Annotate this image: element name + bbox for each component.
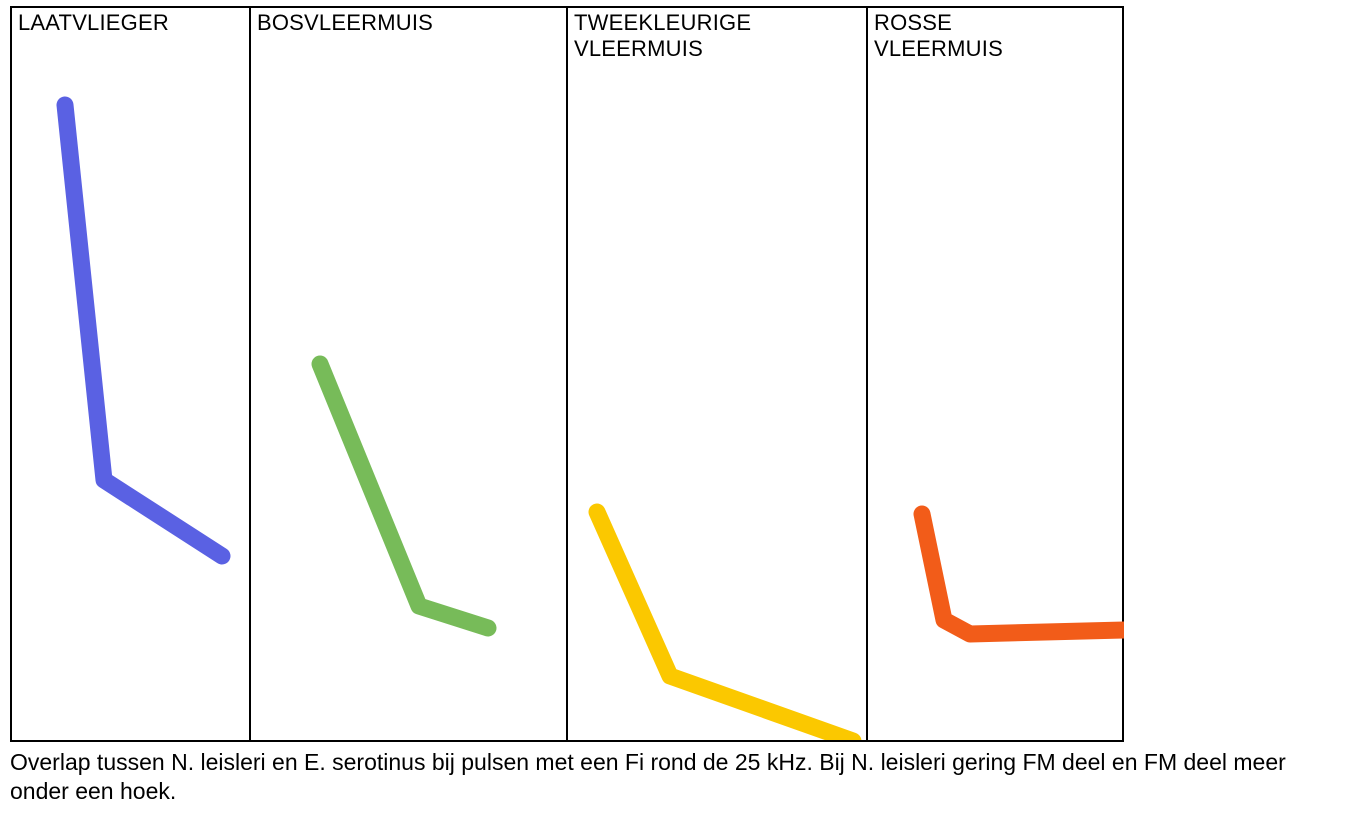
call-shape-tweekleurige [597, 512, 853, 740]
figure-caption: Overlap tussen N. leisleri en E. serotin… [10, 748, 1330, 806]
sonogram-line-laatvlieger [12, 8, 251, 740]
call-shape-bosvleermuis [320, 364, 488, 628]
panel-laatvlieger: LAATVLIEGER [12, 8, 251, 740]
sonogram-line-bosvleermuis [251, 8, 568, 740]
sonogram-line-tweekleurige [568, 8, 868, 740]
panels-row: LAATVLIEGERBOSVLEERMUISTWEEKLEURIGE VLEE… [10, 6, 1124, 742]
call-shape-rosse [922, 514, 1124, 634]
call-shape-laatvlieger [65, 105, 222, 556]
panel-tweekleurige: TWEEKLEURIGE VLEERMUIS [568, 8, 868, 740]
figure-page: LAATVLIEGERBOSVLEERMUISTWEEKLEURIGE VLEE… [0, 0, 1356, 824]
sonogram-line-rosse [868, 8, 1124, 740]
panel-rosse: ROSSE VLEERMUIS [868, 8, 1124, 740]
panel-bosvleermuis: BOSVLEERMUIS [251, 8, 568, 740]
